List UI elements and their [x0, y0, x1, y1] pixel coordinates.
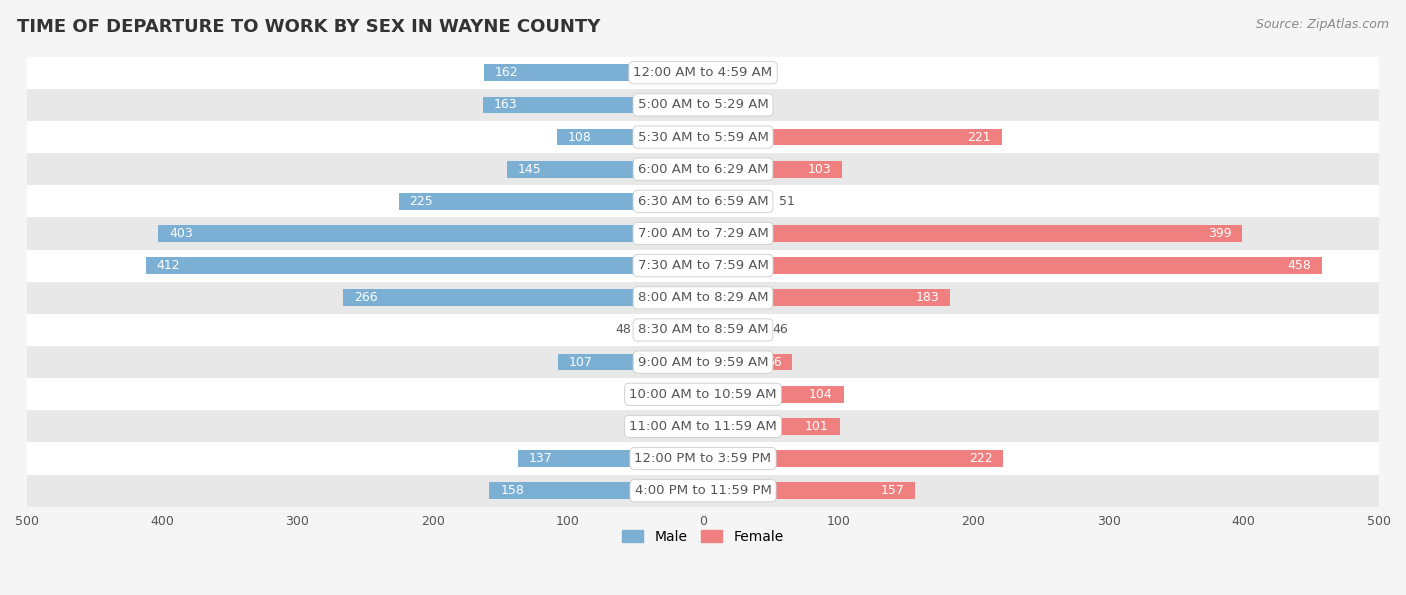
Text: 0: 0: [689, 388, 696, 401]
Bar: [703, 483, 915, 499]
Text: 7:00 AM to 7:29 AM: 7:00 AM to 7:29 AM: [638, 227, 768, 240]
Bar: [27, 346, 1379, 378]
Text: 145: 145: [517, 162, 541, 176]
Text: 5:00 AM to 5:29 AM: 5:00 AM to 5:29 AM: [638, 98, 768, 111]
Text: 5:30 AM to 5:59 AM: 5:30 AM to 5:59 AM: [637, 130, 769, 143]
Text: 104: 104: [808, 388, 832, 401]
Bar: [146, 257, 703, 274]
Text: 12: 12: [725, 66, 742, 79]
Bar: [27, 57, 1379, 89]
Text: 10:00 AM to 10:59 AM: 10:00 AM to 10:59 AM: [630, 388, 776, 401]
Bar: [27, 443, 1379, 475]
Text: 183: 183: [915, 292, 939, 304]
Bar: [703, 193, 772, 209]
Text: 4:00 PM to 11:59 PM: 4:00 PM to 11:59 PM: [634, 484, 772, 497]
Text: 222: 222: [969, 452, 993, 465]
Text: 9:00 AM to 9:59 AM: 9:00 AM to 9:59 AM: [638, 356, 768, 369]
Bar: [27, 121, 1379, 153]
Text: 137: 137: [529, 452, 553, 465]
Bar: [157, 225, 703, 242]
Bar: [27, 314, 1379, 346]
Text: 11:00 AM to 11:59 AM: 11:00 AM to 11:59 AM: [628, 420, 778, 433]
Bar: [703, 386, 844, 403]
Bar: [703, 96, 724, 113]
Bar: [703, 129, 1002, 145]
Bar: [489, 483, 703, 499]
Text: 23: 23: [650, 420, 665, 433]
Bar: [27, 89, 1379, 121]
Text: 266: 266: [354, 292, 378, 304]
Bar: [703, 257, 1322, 274]
Text: 157: 157: [880, 484, 904, 497]
Bar: [27, 185, 1379, 217]
Text: 162: 162: [495, 66, 519, 79]
Bar: [703, 289, 950, 306]
Bar: [484, 64, 703, 81]
Bar: [703, 418, 839, 435]
Text: Source: ZipAtlas.com: Source: ZipAtlas.com: [1256, 18, 1389, 31]
Text: 6:30 AM to 6:59 AM: 6:30 AM to 6:59 AM: [638, 195, 768, 208]
Text: 225: 225: [409, 195, 433, 208]
Bar: [638, 321, 703, 339]
Text: 8:00 AM to 8:29 AM: 8:00 AM to 8:29 AM: [638, 292, 768, 304]
Bar: [557, 129, 703, 145]
Text: 103: 103: [807, 162, 831, 176]
Bar: [703, 450, 1002, 467]
Bar: [27, 378, 1379, 411]
Bar: [482, 96, 703, 113]
Bar: [343, 289, 703, 306]
Text: 66: 66: [766, 356, 782, 369]
Text: 412: 412: [157, 259, 180, 272]
Bar: [703, 321, 765, 339]
Text: 101: 101: [806, 420, 828, 433]
Bar: [27, 249, 1379, 281]
Text: 46: 46: [772, 324, 787, 336]
Text: 16: 16: [731, 98, 747, 111]
Text: 399: 399: [1208, 227, 1232, 240]
Bar: [27, 475, 1379, 507]
Bar: [27, 153, 1379, 185]
Text: 403: 403: [169, 227, 193, 240]
Bar: [703, 161, 842, 177]
Text: 8:30 AM to 8:59 AM: 8:30 AM to 8:59 AM: [638, 324, 768, 336]
Bar: [703, 225, 1243, 242]
Text: 458: 458: [1288, 259, 1312, 272]
Text: 221: 221: [967, 130, 991, 143]
Bar: [27, 411, 1379, 443]
Text: 48: 48: [616, 324, 631, 336]
Text: 12:00 PM to 3:59 PM: 12:00 PM to 3:59 PM: [634, 452, 772, 465]
Text: 12:00 AM to 4:59 AM: 12:00 AM to 4:59 AM: [634, 66, 772, 79]
Text: 51: 51: [779, 195, 794, 208]
Bar: [508, 161, 703, 177]
Text: 158: 158: [501, 484, 524, 497]
Legend: Male, Female: Male, Female: [617, 524, 789, 549]
Bar: [517, 450, 703, 467]
Text: 163: 163: [494, 98, 517, 111]
Bar: [27, 217, 1379, 249]
Text: 7:30 AM to 7:59 AM: 7:30 AM to 7:59 AM: [637, 259, 769, 272]
Text: 108: 108: [568, 130, 592, 143]
Bar: [703, 354, 792, 371]
Bar: [399, 193, 703, 209]
Bar: [27, 281, 1379, 314]
Text: TIME OF DEPARTURE TO WORK BY SEX IN WAYNE COUNTY: TIME OF DEPARTURE TO WORK BY SEX IN WAYN…: [17, 18, 600, 36]
Bar: [703, 64, 720, 81]
Bar: [672, 418, 703, 435]
Text: 107: 107: [569, 356, 593, 369]
Bar: [558, 354, 703, 371]
Text: 6:00 AM to 6:29 AM: 6:00 AM to 6:29 AM: [638, 162, 768, 176]
